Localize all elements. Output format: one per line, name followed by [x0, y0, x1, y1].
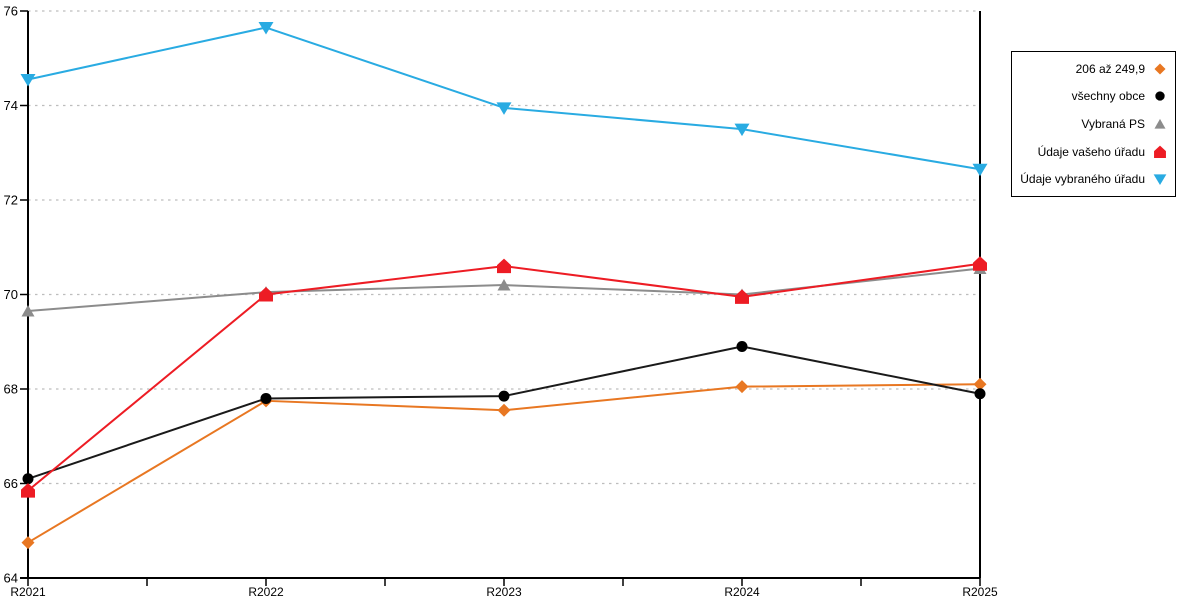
triangle-down-marker-icon [20, 74, 36, 87]
circle-marker-icon [498, 390, 510, 402]
circle-legend-icon [1155, 91, 1165, 102]
legend-item: Údaje vašeho úřadu [1016, 138, 1169, 166]
y-axis-label: 76 [4, 4, 18, 19]
x-axis-label: R2025 [962, 585, 998, 599]
triangle-up-legend-icon [1154, 118, 1166, 129]
legend-label: 206 až 249,9 [1075, 61, 1145, 76]
pentagon-legend-icon [1154, 145, 1166, 158]
y-axis-label: 72 [4, 193, 18, 208]
y-axis-label: 68 [4, 382, 18, 397]
circle-marker-icon [736, 340, 748, 352]
legend-item: 206 až 249,9 [1016, 55, 1169, 83]
y-axis-label: 70 [4, 287, 18, 302]
diamond-marker-icon [735, 380, 749, 394]
circle-marker-icon [974, 388, 986, 400]
legend-label: všechny obce [1071, 89, 1145, 104]
circle-marker-icon [260, 392, 272, 404]
circle-legend-icon [1155, 91, 1165, 102]
diamond-marker-icon [497, 403, 511, 417]
pentagon-marker-icon [973, 256, 987, 271]
legend-item: Vybraná PS [1016, 110, 1169, 138]
pentagon-marker-icon [259, 287, 273, 302]
pentagon-marker-icon [21, 483, 35, 498]
legend-label: Vybraná PS [1081, 116, 1145, 131]
legend-item: Údaje vybraného úřadu [1016, 165, 1169, 193]
triangle-down-marker-icon [496, 102, 512, 115]
triangle-down-legend-icon [1153, 174, 1167, 186]
pentagon-marker-icon [497, 258, 511, 274]
circle-marker-icon [22, 473, 34, 485]
y-axis-label: 66 [4, 476, 18, 491]
triangle-down-marker-icon [258, 22, 274, 35]
legend-label: Údaje vybraného úřadu [1020, 172, 1145, 187]
series-line-5 [27, 26, 981, 171]
triangle-down-legend-icon [1153, 174, 1167, 186]
diamond-legend-icon [1154, 63, 1166, 75]
x-axis-label: R2023 [486, 585, 522, 599]
triangle-down-marker-icon [972, 163, 988, 177]
x-axis-label: R2021 [10, 585, 46, 599]
legend-label: Údaje vašeho úřadu [1037, 144, 1145, 159]
triangle-up-marker-icon [497, 279, 511, 291]
triangle-up-marker-icon [21, 305, 35, 317]
chart-legend: 206 až 249,9 všechny obce Vybraná PS Údaje … [1011, 51, 1176, 197]
legend-item: všechny obce [1016, 83, 1169, 111]
pentagon-legend-icon [1154, 145, 1166, 158]
diamond-legend-icon [1154, 63, 1166, 75]
y-axis-label: 64 [4, 571, 18, 586]
diamond-marker-icon [973, 377, 987, 391]
diamond-marker-icon [21, 536, 35, 550]
triangle-up-legend-icon [1154, 118, 1166, 129]
y-axis-label: 74 [4, 98, 18, 113]
x-axis-label: R2024 [724, 585, 760, 599]
x-axis-label: R2022 [248, 585, 284, 599]
pentagon-marker-icon [735, 289, 749, 304]
triangle-down-marker-icon [734, 123, 750, 137]
